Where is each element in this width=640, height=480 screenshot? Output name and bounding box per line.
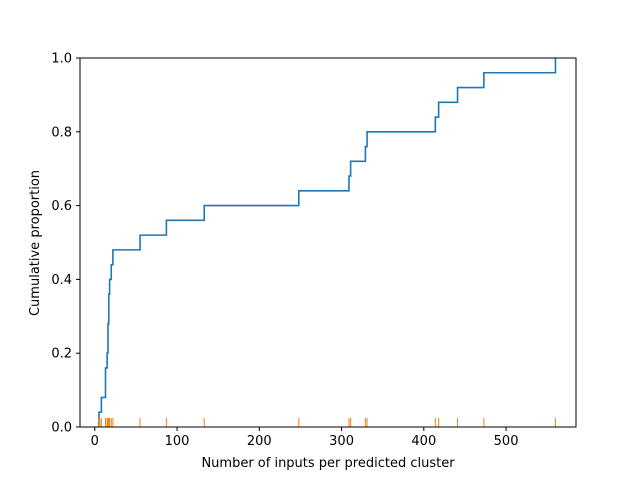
y-tick-label: 0.8 xyxy=(51,125,72,140)
y-tick-label: 0.2 xyxy=(51,347,72,362)
plot-area xyxy=(98,58,557,427)
y-tick-label: 0.0 xyxy=(51,421,72,436)
x-tick-label: 400 xyxy=(411,434,436,449)
x-tick-label: 500 xyxy=(494,434,519,449)
ecdf-line xyxy=(98,58,557,427)
y-tick-label: 1.0 xyxy=(51,52,72,67)
x-tick-label: 200 xyxy=(247,434,272,449)
x-tick-label: 300 xyxy=(329,434,354,449)
plot-frame xyxy=(79,57,577,428)
y-axis-label: Cumulative proportion xyxy=(28,170,43,316)
y-tick-label: 0.4 xyxy=(51,273,72,288)
y-tick-label: 0.6 xyxy=(51,199,72,214)
x-tick-label: 0 xyxy=(91,434,99,449)
axes: 0 100 200 300 400 500 0.0 0.2 0.4 0.6 0.8 1.0 xyxy=(51,52,577,449)
x-tick-label: 100 xyxy=(165,434,190,449)
x-axis-label: Number of inputs per predicted cluster xyxy=(201,456,455,471)
